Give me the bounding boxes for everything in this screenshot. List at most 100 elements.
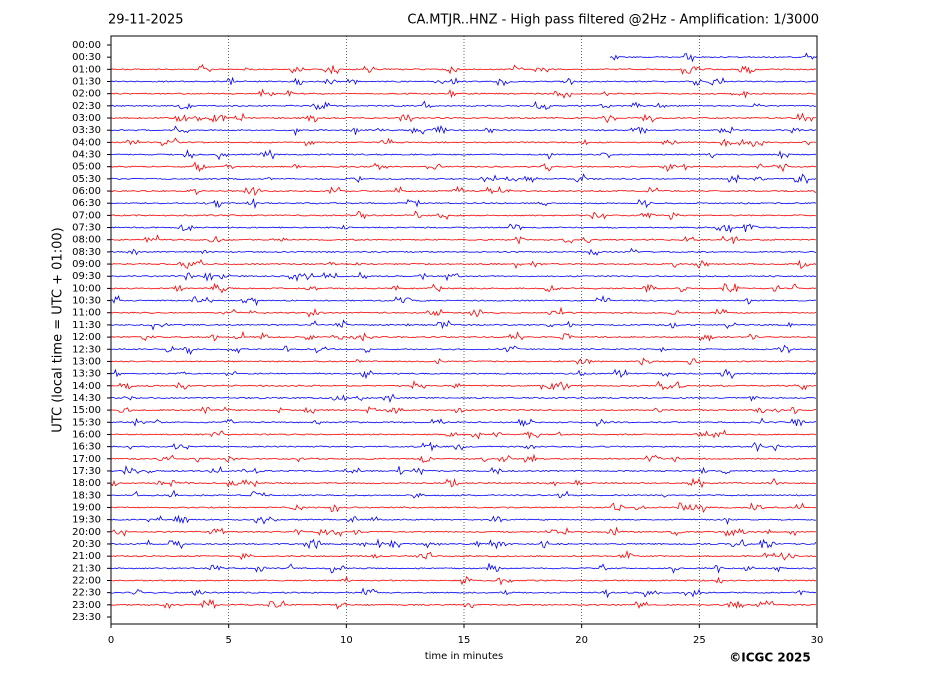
y-tick-label: 20:00 [72, 527, 101, 538]
trace [110, 197, 817, 209]
trace [110, 429, 817, 440]
trace [111, 258, 817, 270]
y-tick-label: 21:00 [72, 551, 101, 562]
trace [110, 441, 817, 453]
trace [110, 406, 817, 415]
y-tick-label: 10:00 [72, 283, 101, 294]
y-tick-label: 13:00 [72, 356, 101, 367]
y-tick-label: 12:00 [72, 332, 101, 343]
y-tick-label: 04:30 [72, 150, 101, 161]
trace [110, 344, 817, 356]
y-tick-label: 23:00 [72, 600, 101, 611]
trace [110, 464, 816, 476]
trace [110, 100, 817, 111]
trace [110, 271, 817, 282]
y-tick-label: 00:00 [72, 40, 101, 51]
trace [110, 453, 817, 464]
trace [110, 76, 817, 87]
y-tick-label: 07:30 [72, 223, 101, 234]
y-tick-label: 08:30 [72, 247, 101, 258]
y-tick-label: 06:00 [72, 186, 101, 197]
y-tick-label: 22:00 [72, 575, 101, 586]
y-tick-label: 19:00 [72, 502, 101, 513]
y-tick-label: 16:30 [72, 442, 101, 453]
y-tick-label: 01:00 [72, 64, 101, 75]
y-tick-label: 19:30 [72, 515, 101, 526]
plot-frame [110, 35, 818, 625]
trace [110, 124, 817, 137]
trace [110, 282, 817, 294]
y-tick-label: 06:30 [72, 198, 101, 209]
y-tick-label: 17:00 [72, 454, 101, 465]
y-tick-label: 18:00 [72, 478, 101, 489]
x-tick-label: 30 [811, 635, 824, 646]
y-tick-label: 21:30 [72, 563, 101, 574]
trace [110, 306, 817, 318]
trace [110, 514, 817, 526]
x-tick-label: 0 [108, 635, 114, 646]
y-tick-label: 20:30 [72, 539, 101, 550]
y-tick-label: 10:30 [72, 296, 101, 307]
trace [609, 52, 818, 63]
trace [110, 538, 817, 550]
trace [110, 294, 817, 307]
trace [110, 137, 817, 148]
y-tick-label: 04:00 [72, 137, 101, 148]
trace [110, 598, 817, 610]
y-tick-label: 13:30 [72, 369, 101, 380]
y-tick-label: 09:30 [72, 271, 101, 282]
y-tick-label: 14:30 [72, 393, 101, 404]
trace [111, 247, 817, 256]
y-tick-label: 02:00 [72, 89, 101, 100]
trace [110, 234, 817, 245]
y-tick-label: 08:00 [72, 235, 101, 246]
y-tick-label: 15:30 [72, 417, 101, 428]
y-tick-label: 01:30 [72, 77, 101, 88]
y-tick-label: 16:00 [72, 429, 101, 440]
trace [110, 149, 817, 161]
trace [110, 417, 817, 428]
trace [110, 173, 817, 185]
trace [111, 526, 817, 537]
trace [110, 112, 817, 124]
y-tick-label: 22:30 [72, 588, 101, 599]
y-tick-label: 14:00 [72, 381, 101, 392]
y-tick-label: 17:30 [72, 466, 101, 477]
y-tick-label: 15:00 [72, 405, 101, 416]
trace [111, 502, 817, 514]
y-axis-label: UTC (local time = UTC + 01:00) [51, 227, 66, 432]
trace [110, 88, 817, 99]
y-tick-label: 05:30 [72, 174, 101, 185]
trace [110, 393, 817, 404]
x-tick-label: 20 [575, 635, 588, 646]
trace [110, 549, 817, 561]
date: 29-11-2025 [108, 13, 184, 28]
trace [110, 563, 817, 574]
trace [110, 330, 817, 342]
copyright: ©ICGC 2025 [729, 651, 811, 665]
trace [110, 161, 816, 173]
y-tick-label: 02:30 [72, 101, 101, 112]
trace [110, 368, 817, 380]
trace [110, 223, 817, 234]
y-tick-label: 00:30 [72, 52, 101, 63]
trace [110, 477, 817, 489]
trace [111, 587, 817, 599]
y-tick-label: 23:30 [72, 612, 101, 623]
y-tick-label: 11:00 [72, 308, 101, 319]
y-tick-label: 05:00 [72, 162, 101, 173]
trace [110, 64, 817, 75]
trace [110, 210, 817, 221]
x-axis-label: time in minutes [425, 651, 504, 662]
x-tick-label: 5 [225, 635, 231, 646]
y-tick-label: 11:30 [72, 320, 101, 331]
y-tick-label: 09:00 [72, 259, 101, 270]
trace [110, 357, 817, 366]
trace [110, 575, 817, 586]
y-tick-label: 03:00 [72, 113, 101, 124]
x-tick-label: 25 [693, 635, 706, 646]
y-tick-label: 12:30 [72, 344, 101, 355]
trace [110, 185, 817, 197]
trace [110, 380, 817, 391]
y-tick-label: 07:00 [72, 210, 101, 221]
